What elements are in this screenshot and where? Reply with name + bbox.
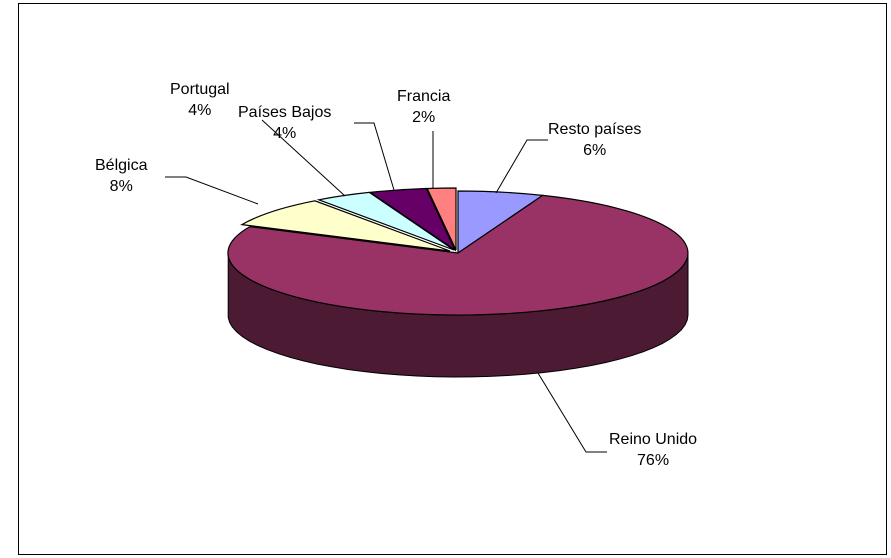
leader-line-reino-unido — [537, 372, 607, 453]
slice-belgica — [240, 200, 451, 252]
label-paises-bajos-pct: 4% — [273, 125, 297, 142]
label-belgica: Bélgica 8% — [95, 155, 147, 197]
label-francia-name: Francia — [397, 88, 451, 105]
leader-line-paises-bajos — [354, 122, 395, 191]
slice-reino-unido — [227, 194, 689, 316]
label-francia: Francia 2% — [397, 86, 450, 128]
slice-paises-bajos — [368, 187, 457, 252]
slice-francia — [426, 187, 457, 251]
label-portugal: Portugal 4% — [170, 79, 230, 121]
leader-line-portugal — [261, 119, 346, 197]
label-portugal-name: Portugal — [170, 81, 230, 98]
label-belgica-pct: 8% — [109, 178, 133, 195]
label-belgica-name: Bélgica — [95, 157, 148, 174]
label-resto-paises: Resto países 6% — [548, 119, 641, 161]
label-portugal-pct: 4% — [188, 102, 212, 119]
label-reino-unido-pct: 76% — [637, 452, 670, 469]
label-francia-pct: 2% — [412, 109, 436, 126]
leader-line-belgica — [165, 176, 259, 205]
label-paises-bajos: Países Bajos 4% — [238, 102, 331, 144]
label-resto-paises-name: Resto países — [548, 121, 642, 138]
label-reino-unido-name: Reino Unido — [609, 431, 698, 448]
label-resto-paises-pct: 6% — [583, 142, 607, 159]
label-reino-unido: Reino Unido 76% — [609, 429, 697, 471]
label-paises-bajos-name: Países Bajos — [238, 104, 332, 121]
leader-line-resto-paises — [495, 139, 548, 194]
